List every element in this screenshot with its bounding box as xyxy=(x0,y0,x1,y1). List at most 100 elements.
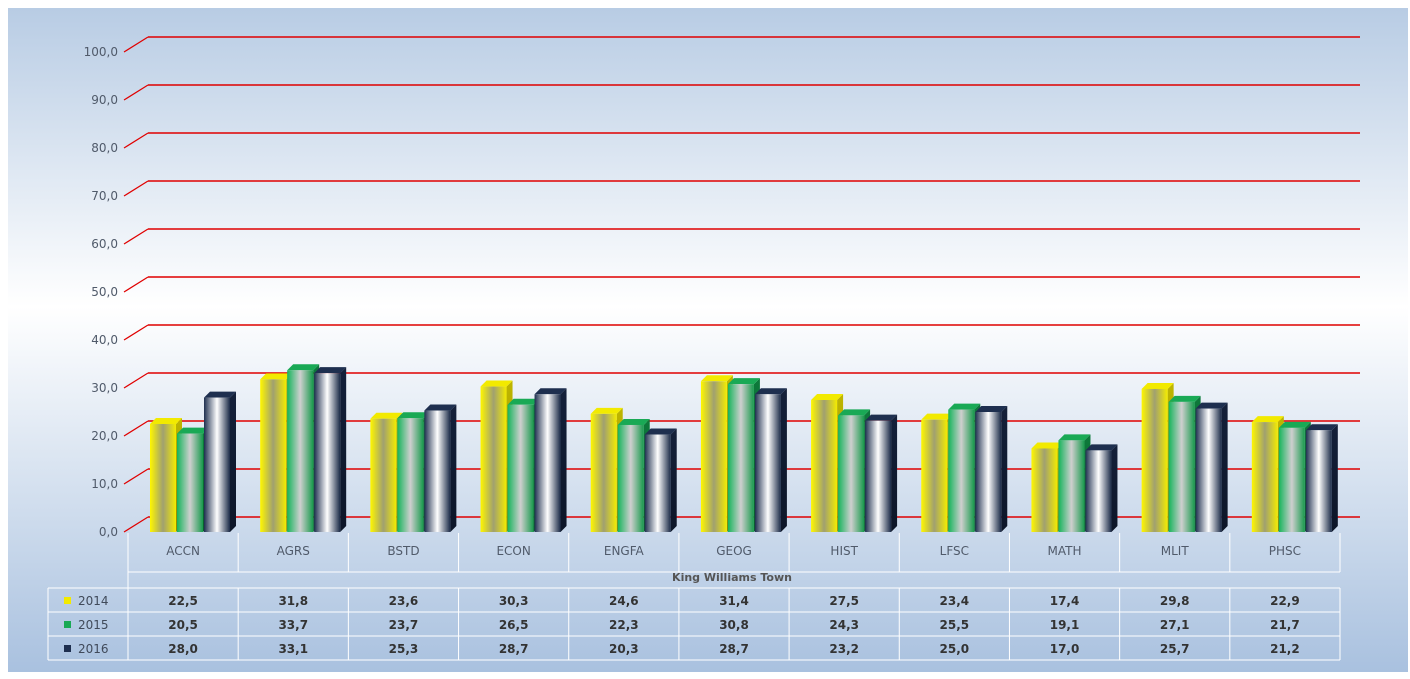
table-cell: 30,3 xyxy=(499,594,529,608)
gridline-diagonal xyxy=(123,420,149,437)
table-cell: 24,3 xyxy=(829,618,859,632)
bar xyxy=(617,424,644,532)
bar-top xyxy=(754,388,787,395)
bar-top xyxy=(1058,434,1091,441)
legend-label: 2016 xyxy=(78,642,109,656)
category-label: PHSC xyxy=(1269,544,1301,558)
table-cell: 22,9 xyxy=(1270,594,1300,608)
bar xyxy=(700,381,727,532)
bar xyxy=(534,394,561,532)
data-table: ACCN AGRS BSTD ECON ENGFA GEOG HIST LFSC MATH MLI… xyxy=(47,533,1341,661)
gridline-diagonal xyxy=(123,516,149,533)
table-cell: 28,7 xyxy=(499,642,529,656)
bar-top xyxy=(1278,421,1311,428)
bar xyxy=(590,413,617,532)
bar-top xyxy=(507,398,540,405)
y-tick-label: 0,0 xyxy=(99,525,118,539)
bar xyxy=(424,410,451,532)
table-cell: 25,7 xyxy=(1160,642,1190,656)
bar-side xyxy=(1221,402,1228,532)
category-label: MLIT xyxy=(1161,544,1190,558)
table-cell: 30,8 xyxy=(719,618,749,632)
category-label: ACCN xyxy=(166,544,200,558)
bar-side xyxy=(1111,444,1118,532)
table-cell: 21,2 xyxy=(1270,642,1300,656)
y-tick-label: 20,0 xyxy=(91,429,118,443)
category-label: AGRS xyxy=(277,544,310,558)
table-cell: 23,6 xyxy=(389,594,419,608)
bar-side xyxy=(340,367,347,532)
bar-side xyxy=(891,414,898,532)
table-cell: 23,7 xyxy=(389,618,419,632)
bar-top xyxy=(150,418,182,424)
bar xyxy=(397,418,424,532)
bar xyxy=(204,397,230,532)
bar xyxy=(838,415,865,532)
y-tick-label: 50,0 xyxy=(91,285,118,299)
bar xyxy=(644,434,671,532)
bar xyxy=(370,418,397,532)
table-cell: 20,3 xyxy=(609,642,639,656)
bar xyxy=(1141,388,1168,532)
category-label: ECON xyxy=(496,544,530,558)
bar xyxy=(1251,422,1278,532)
table-cell: 31,8 xyxy=(278,594,308,608)
bar xyxy=(921,419,948,532)
bars xyxy=(150,364,1338,532)
table-cell: 17,4 xyxy=(1050,594,1080,608)
bar-top xyxy=(177,427,209,434)
bar-top xyxy=(1251,416,1284,423)
bar xyxy=(177,433,203,532)
bar-side xyxy=(670,428,677,532)
table-cell: 19,1 xyxy=(1050,618,1080,632)
bar-top xyxy=(397,412,430,419)
bar xyxy=(754,394,781,532)
bar xyxy=(865,420,892,532)
bar-top xyxy=(1195,402,1228,409)
bar-top xyxy=(287,364,320,371)
bar-top xyxy=(700,375,733,382)
bar-top xyxy=(644,428,677,435)
bar xyxy=(507,404,534,532)
y-tick-label: 10,0 xyxy=(91,477,118,491)
bar-top xyxy=(975,406,1008,412)
bar xyxy=(1031,448,1058,532)
y-axis-ticks: 0,0 10,0 20,0 30,0 40,0 50,0 60,0 70,0 80,0 90,0 1… xyxy=(84,45,118,539)
table-cell: 33,7 xyxy=(278,618,308,632)
gridline-diagonal xyxy=(123,324,149,341)
legend-swatch xyxy=(64,597,71,604)
bar-top xyxy=(314,367,347,374)
bar-top xyxy=(617,418,650,425)
bar xyxy=(1085,450,1112,532)
bar xyxy=(480,386,507,532)
bar-top xyxy=(727,378,760,385)
bar-top xyxy=(1141,382,1174,389)
y-tick-label: 60,0 xyxy=(91,237,118,251)
y-tick-label: 40,0 xyxy=(91,333,118,347)
table-cell: 20,5 xyxy=(168,618,198,632)
table-cell: 33,1 xyxy=(278,642,308,656)
legend-label: 2015 xyxy=(78,618,109,632)
table-cell: 24,6 xyxy=(609,594,639,608)
bar-side xyxy=(230,391,236,532)
category-label: BSTD xyxy=(387,544,419,558)
bar-top xyxy=(1031,442,1064,449)
gridline-diagonal xyxy=(123,276,149,293)
bar-top xyxy=(1168,395,1201,402)
bar-side xyxy=(780,388,787,532)
bar xyxy=(811,400,838,532)
bar-top xyxy=(370,412,403,419)
table-cell: 22,3 xyxy=(609,618,639,632)
bar-top xyxy=(811,394,844,400)
bar xyxy=(1305,430,1332,532)
category-label: HIST xyxy=(830,544,858,558)
y-tick-label: 90,0 xyxy=(91,93,118,107)
bar xyxy=(975,412,1002,532)
gridline-diagonal xyxy=(123,132,149,149)
table-cell: 28,0 xyxy=(168,642,198,656)
bar-top xyxy=(948,403,981,410)
table-cell: 26,5 xyxy=(499,618,529,632)
bar-top xyxy=(1085,444,1118,451)
